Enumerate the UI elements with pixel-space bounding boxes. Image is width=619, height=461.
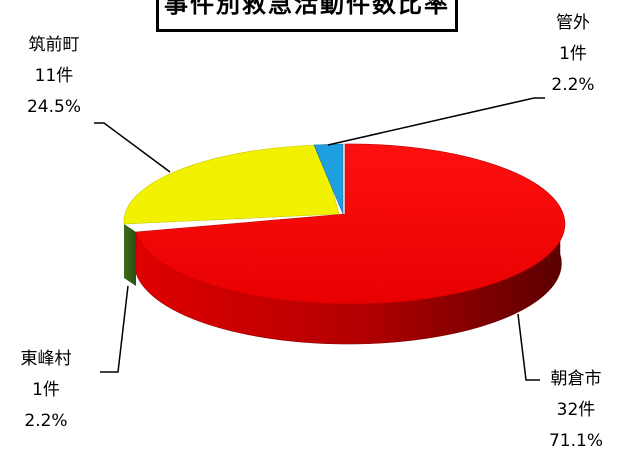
chart-title-box: 事件別救急活動件数比率 <box>156 0 458 32</box>
chart-title: 事件別救急活動件数比率 <box>164 0 450 18</box>
label-toho-name: 東峰村 <box>20 349 72 369</box>
label-kangai-name: 管外 <box>556 13 590 33</box>
slice-chikuzen <box>123 144 340 225</box>
label-asakura-percent: 71.1% <box>548 431 603 451</box>
label-chikuzen-percent: 24.5% <box>26 97 81 117</box>
label-toho: 東峰村 1件 2.2% <box>6 344 86 437</box>
leader-toho <box>100 285 129 373</box>
label-asakura: 朝倉市 32件 71.1% <box>536 364 616 457</box>
label-asakura-name: 朝倉市 <box>550 369 602 389</box>
slice-asakura <box>135 143 566 305</box>
leader-chikuzen <box>94 122 171 173</box>
slice-toho <box>124 224 136 232</box>
slice-side-toho <box>124 224 136 286</box>
label-chikuzen-count: 11件 <box>34 66 74 86</box>
label-chikuzen-name: 筑前町 <box>28 35 80 55</box>
label-asakura-count: 32件 <box>556 400 596 420</box>
label-kangai-percent: 2.2% <box>551 75 595 95</box>
label-toho-percent: 2.2% <box>24 411 68 431</box>
label-kangai: 管外 1件 2.2% <box>540 8 606 101</box>
leader-asakura <box>517 313 540 381</box>
label-toho-count: 1件 <box>32 380 60 400</box>
label-chikuzen: 筑前町 11件 24.5% <box>14 30 94 123</box>
label-kangai-count: 1件 <box>559 44 587 64</box>
leader-kangai <box>327 97 545 146</box>
